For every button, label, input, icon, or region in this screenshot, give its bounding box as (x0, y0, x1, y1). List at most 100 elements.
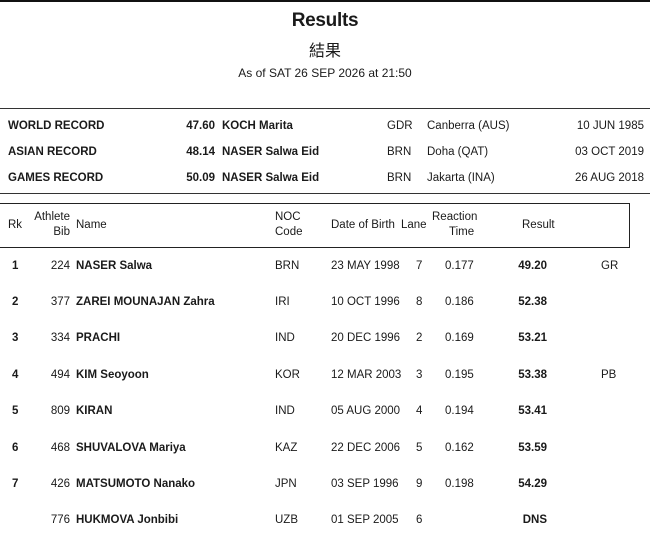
col-header-bib: Athlete Bib (34, 210, 70, 240)
col-header-noc: NOC Code (275, 210, 303, 240)
col-header-noc-line2: Code (275, 226, 303, 238)
record-noc: GDR (387, 120, 413, 132)
cell-result: 52.38 (518, 296, 547, 308)
cell-rank: 1 (12, 260, 19, 272)
col-header-reaction: Reaction Time (432, 210, 477, 240)
cell-noc: BRN (275, 260, 300, 272)
cell-name: NASER Salwa (76, 260, 153, 272)
cell-dob: 23 MAY 1998 (331, 260, 400, 272)
record-noc: BRN (387, 172, 412, 184)
cell-dob: 03 SEP 1996 (331, 478, 399, 490)
table-header: Rk Athlete Bib Name NOC Code Date of Bir… (0, 203, 630, 248)
page-title: Results (291, 10, 359, 31)
record-venue: Doha (QAT) (427, 146, 489, 158)
cell-rank: 4 (12, 369, 19, 381)
col-header-lane: Lane (401, 219, 427, 231)
cell-dob: 12 MAR 2003 (331, 369, 402, 381)
cell-result: 49.20 (518, 260, 547, 272)
cell-reaction: 0.162 (445, 442, 474, 454)
cell-reaction: 0.177 (445, 260, 474, 272)
cell-rank: 6 (12, 442, 19, 454)
cell-reaction: 0.186 (445, 296, 474, 308)
records-bottom-rule (0, 193, 650, 194)
cell-reaction: 0.198 (445, 478, 474, 490)
table-row: 4 494 KIM Seoyoon KOR 12 MAR 2003 3 0.19… (0, 367, 650, 387)
cell-noc: IND (275, 332, 295, 344)
top-rule (0, 0, 650, 2)
records-top-rule (0, 108, 650, 109)
timestamp: As of SAT 26 SEP 2026 at 21:50 (238, 66, 412, 80)
record-name: ASIAN RECORD (8, 146, 97, 158)
cell-noc: IND (275, 405, 295, 417)
record-name: GAMES RECORD (8, 172, 104, 184)
cell-rank: 3 (12, 332, 19, 344)
table-row: 6 468 SHUVALOVA Mariya KAZ 22 DEC 2006 5… (0, 440, 650, 460)
cell-noc: UZB (275, 514, 298, 526)
record-venue: Canberra (AUS) (427, 120, 510, 132)
cell-rank: 7 (12, 478, 19, 490)
cell-result: 53.59 (518, 442, 547, 454)
col-header-result: Result (522, 219, 555, 231)
cell-rank: 2 (12, 296, 19, 308)
table-row: 5 809 KIRAN IND 05 AUG 2000 4 0.194 53.4… (0, 403, 650, 423)
cell-lane: 2 (416, 332, 423, 344)
col-header-dob: Date of Birth (331, 219, 395, 231)
cell-lane: 6 (416, 514, 423, 526)
table-row: 1 224 NASER Salwa BRN 23 MAY 1998 7 0.17… (0, 258, 650, 278)
record-noc: BRN (387, 146, 412, 158)
cell-bib: 334 (50, 332, 70, 344)
record-athlete: NASER Salwa Eid (222, 172, 320, 184)
record-row: WORLD RECORD 47.60 KOCH Marita GDR Canbe… (0, 114, 650, 140)
cell-lane: 9 (416, 478, 423, 490)
page-subtitle: 結果 (308, 43, 341, 60)
cell-bib: 468 (50, 442, 70, 454)
cell-dob: 01 SEP 2005 (331, 514, 399, 526)
cell-lane: 4 (416, 405, 423, 417)
cell-noc: KOR (275, 369, 300, 381)
cell-lane: 7 (416, 260, 423, 272)
cell-noc: IRI (275, 296, 290, 308)
col-header-rank: Rk (8, 219, 23, 231)
record-athlete: KOCH Marita (222, 120, 293, 132)
cell-result: 53.21 (518, 332, 547, 344)
cell-lane: 8 (416, 296, 423, 308)
record-row: GAMES RECORD 50.09 NASER Salwa Eid BRN J… (0, 166, 650, 192)
cell-bib: 809 (50, 405, 70, 417)
cell-name: HUKMOVA Jonbibi (76, 514, 179, 526)
cell-reaction: 0.195 (445, 369, 474, 381)
col-header-reaction-line1: Reaction (432, 211, 478, 223)
col-header-name: Name (76, 219, 107, 231)
record-venue: Jakarta (INA) (427, 172, 495, 184)
cell-name: ZAREI MOUNAJAN Zahra (76, 296, 215, 308)
cell-lane: 5 (416, 442, 423, 454)
record-date: 03 OCT 2019 (575, 146, 644, 158)
record-athlete: NASER Salwa Eid (222, 146, 320, 158)
cell-dob: 10 OCT 1996 (331, 296, 400, 308)
cell-rank: 5 (12, 405, 19, 417)
cell-result: DNS (522, 514, 547, 526)
col-header-bib-line2: Bib (53, 226, 70, 238)
cell-result: 53.38 (518, 369, 547, 381)
cell-qualifier: PB (601, 369, 617, 381)
cell-bib: 426 (50, 478, 70, 490)
record-date: 10 JUN 1985 (576, 120, 644, 132)
record-value: 48.14 (186, 146, 215, 158)
cell-reaction: 0.169 (445, 332, 474, 344)
record-value: 50.09 (186, 172, 215, 184)
cell-bib: 776 (50, 514, 70, 526)
cell-qualifier: GR (601, 260, 619, 272)
cell-name: KIM Seoyoon (76, 369, 149, 381)
cell-name: PRACHI (76, 332, 121, 344)
col-header-noc-line1: NOC (275, 211, 301, 223)
col-header-reaction-line2: Time (449, 226, 475, 238)
cell-result: 53.41 (518, 405, 547, 417)
cell-dob: 22 DEC 2006 (331, 442, 401, 454)
table-row: 3 334 PRACHI IND 20 DEC 1996 2 0.169 53.… (0, 330, 650, 350)
record-date: 26 AUG 2018 (574, 172, 644, 184)
cell-result: 54.29 (518, 478, 547, 490)
cell-bib: 494 (50, 369, 70, 381)
cell-lane: 3 (416, 369, 423, 381)
table-row: 7 426 MATSUMOTO Nanako JPN 03 SEP 1996 9… (0, 476, 650, 496)
cell-reaction: 0.194 (445, 405, 474, 417)
cell-noc: KAZ (275, 442, 298, 454)
